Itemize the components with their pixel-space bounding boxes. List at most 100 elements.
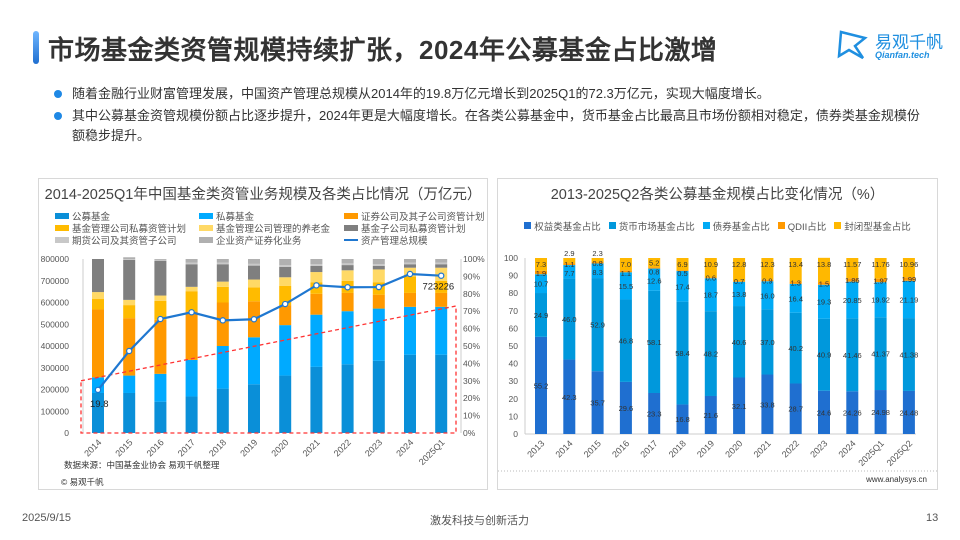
trend-annotation [80, 305, 457, 434]
data-label: 7.7 [564, 269, 574, 278]
data-label: 2.3 [592, 249, 602, 258]
bar-segment [761, 258, 774, 280]
data-label: 46.0 [562, 315, 577, 324]
y-right-tick-label: 70% [463, 306, 480, 316]
data-label: 55.2 [534, 381, 549, 390]
bar-segment [216, 286, 229, 303]
bar-segment [185, 359, 198, 397]
bar-segment [789, 312, 802, 384]
bar-segment [216, 262, 229, 265]
data-label: 12.6 [647, 277, 662, 286]
footer-date: 2025/9/15 [22, 512, 71, 524]
bar-segment [279, 375, 292, 433]
data-label: 8.3 [592, 268, 602, 277]
x-tick-label: 2025Q2 [885, 438, 915, 468]
website: www.analysys.cn [866, 475, 927, 484]
x-tick-label: 2016 [145, 437, 166, 458]
legend-item: 基金管理公司私募资管计划 [55, 221, 186, 235]
bar-segment [92, 292, 104, 300]
bar-segment [902, 277, 915, 281]
line-point [344, 284, 351, 291]
bar-segment [563, 278, 576, 360]
y-left-tick-label: 100000 [41, 406, 70, 416]
bar-segment [310, 314, 323, 367]
bar-segment [185, 396, 198, 433]
y-left-tick-label: 700000 [41, 276, 70, 286]
data-label: 42.3 [562, 393, 577, 402]
data-label: 13.4 [788, 260, 803, 269]
y-left-tick-label: 800000 [41, 254, 70, 264]
bar-segment [846, 258, 859, 279]
data-label: 29.6 [619, 404, 634, 413]
bar-segment [789, 258, 802, 282]
bar-segment [341, 270, 354, 281]
data-label: 46.8 [619, 337, 634, 346]
x-tick-label: 2018 [667, 438, 688, 459]
total-scale-line [97, 272, 442, 391]
x-tick-label: 2019 [238, 437, 259, 458]
bar-segment [619, 258, 632, 271]
bar-segment [372, 259, 385, 265]
x-tick-label: 2014 [553, 438, 574, 459]
line-point [219, 317, 226, 324]
bar-segment [761, 281, 774, 310]
data-label: 41.38 [900, 351, 919, 360]
legend-item: 证券公司及其子公司资管计划 [344, 209, 485, 223]
x-tick-label: 2014 [82, 437, 103, 458]
bar-segment [535, 258, 547, 271]
x-tick-label: 2017 [638, 438, 659, 459]
data-label: 41.46 [843, 351, 862, 360]
bar-segment [648, 268, 661, 291]
data-label: 24.98 [871, 408, 890, 417]
bar-segment [92, 299, 104, 310]
data-label: 0.8 [592, 259, 602, 268]
data-label: 1.86 [845, 276, 860, 285]
bar-segment [185, 291, 198, 312]
bar-segment [761, 279, 774, 282]
bar-segment [435, 262, 448, 265]
data-label: 40.2 [788, 344, 803, 353]
legend-swatch [344, 225, 358, 231]
data-label: 16.4 [788, 294, 803, 303]
legend-label: 债券基金占比 [712, 222, 770, 233]
bar-segment [648, 392, 661, 434]
legend-swatch [55, 237, 69, 243]
bar-segment [248, 279, 260, 288]
bar-segment [818, 257, 830, 283]
data-label: 16.8 [675, 415, 690, 424]
bar-segment [818, 318, 830, 391]
data-label: 5.2 [649, 259, 659, 268]
bar-segment [648, 290, 661, 393]
bar-segment [341, 259, 354, 264]
bar-segment [704, 278, 717, 312]
data-label: 13.8 [732, 290, 747, 299]
bar-segment [123, 318, 136, 376]
bar-segment [279, 325, 292, 376]
y-tick-label: 10 [509, 411, 519, 421]
bar-segment [372, 308, 385, 361]
bar-segment [563, 263, 576, 266]
data-label: 41.37 [871, 350, 890, 359]
data-label: 19.3 [817, 298, 832, 307]
legend-swatch [524, 222, 532, 229]
legend-swatch [344, 213, 358, 219]
bar-segment [704, 258, 717, 278]
logo-text: 易观千帆 [875, 33, 943, 52]
bar-segment [310, 366, 323, 433]
y-left-tick-label: 500000 [41, 319, 70, 329]
bar-segment [216, 281, 229, 287]
bar-segment [372, 294, 385, 309]
legend-label: 私募基金 [216, 212, 255, 223]
legend-swatch [344, 239, 358, 241]
y-right-tick-label: 60% [463, 324, 480, 334]
x-tick-label: 2021 [752, 438, 773, 459]
logo-icon [837, 30, 868, 60]
bar-segment [902, 390, 915, 434]
data-label: 18.7 [703, 291, 718, 300]
bar-segment [185, 311, 198, 360]
data-label: 32.1 [732, 402, 747, 411]
bar-segment [372, 265, 385, 270]
y-tick-label: 20 [509, 394, 519, 404]
bar-segment [874, 390, 887, 434]
bar-segment [846, 318, 859, 392]
